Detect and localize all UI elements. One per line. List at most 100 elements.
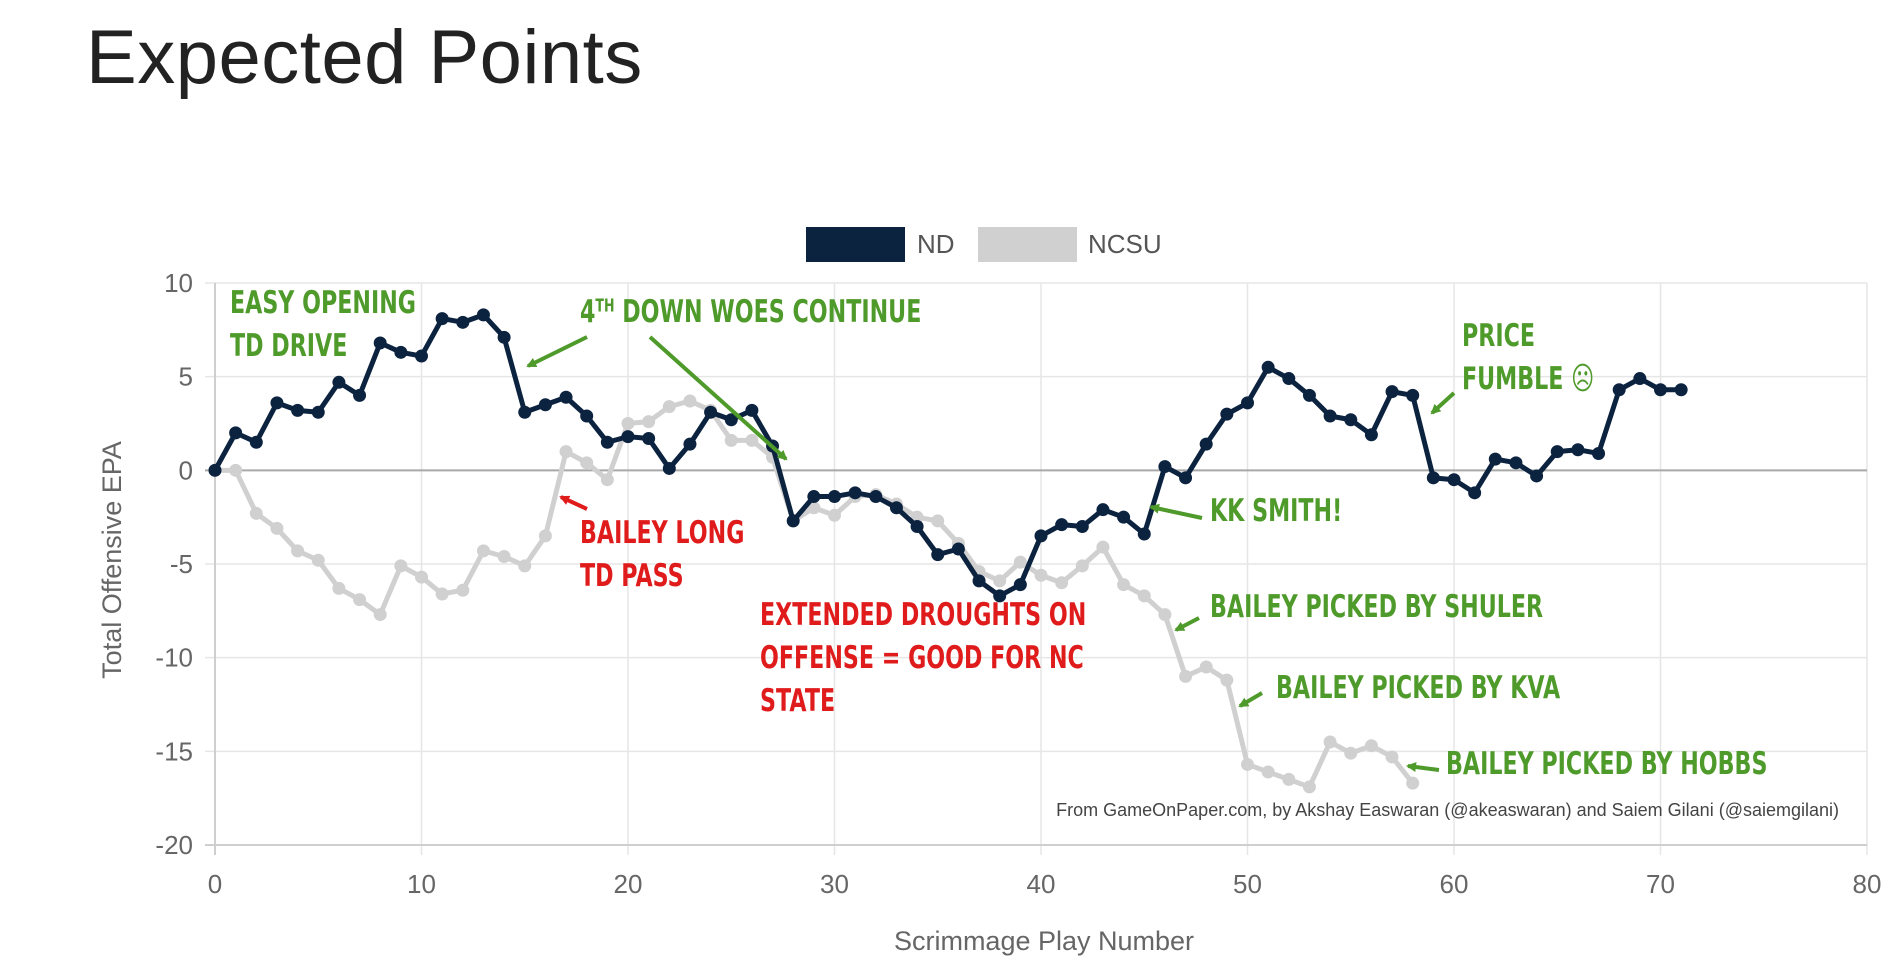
data-point-nd (704, 405, 718, 419)
page-title: Expected Points (86, 15, 643, 100)
data-point-nd (1013, 578, 1027, 592)
y-tick-label: -10 (155, 643, 193, 673)
data-point-ncsu (456, 583, 470, 597)
data-point-ncsu (1117, 578, 1131, 592)
data-point-nd (1674, 383, 1688, 397)
data-point-nd (910, 520, 924, 534)
data-point-nd (1468, 486, 1482, 500)
data-point-nd (642, 431, 656, 445)
data-point-ncsu (683, 394, 697, 408)
data-point-ncsu (291, 544, 305, 558)
data-point-ncsu (807, 501, 821, 515)
data-point-nd (518, 405, 532, 419)
data-point-nd (1509, 456, 1523, 470)
data-point-ncsu (332, 581, 346, 595)
data-point-nd (1137, 527, 1151, 541)
data-point-ncsu (353, 593, 367, 607)
x-axis-title: Scrimmage Play Number (894, 926, 1194, 956)
arrow-bailey-long-td (559, 495, 588, 511)
data-point-ncsu (1034, 568, 1048, 582)
data-point-nd (993, 589, 1007, 603)
annotation-picked-by-kva: BAILEY PICKED BY KVA (1276, 670, 1560, 706)
data-point-ncsu (415, 570, 428, 584)
data-point-ncsu (1323, 735, 1337, 749)
data-point-ncsu (1096, 540, 1110, 554)
y-tick-label: 10 (164, 268, 193, 298)
data-point-nd (724, 413, 738, 427)
data-point-ncsu (476, 544, 490, 558)
data-point-nd (476, 308, 490, 322)
arrow-4th-down-to-downs (648, 335, 788, 461)
data-point-ncsu (931, 514, 945, 528)
data-point-nd (373, 336, 387, 350)
data-point-nd (1612, 383, 1626, 397)
legend-label-nd: ND (917, 229, 955, 259)
data-point-nd (1571, 443, 1585, 457)
data-point-ncsu (621, 417, 635, 430)
x-tick-label: 80 (1853, 869, 1882, 899)
data-point-nd (1385, 385, 1399, 399)
annotation-4th-down-woes: 4TH DOWN WOES CONTINUE (580, 294, 921, 330)
legend-swatch-ncsu (978, 227, 1077, 262)
annotation-easy-opening-td-drive: EASY OPENING TD DRIVE (230, 285, 416, 364)
data-point-nd (1179, 471, 1193, 485)
data-point-nd (1261, 360, 1275, 374)
data-point-ncsu (538, 529, 552, 543)
data-point-nd (1096, 503, 1110, 517)
data-point-ncsu (270, 521, 284, 535)
data-point-nd (1220, 407, 1234, 421)
data-point-nd (600, 435, 614, 449)
data-point-nd (786, 514, 800, 528)
x-tick-label: 30 (820, 869, 849, 899)
data-point-ncsu (518, 559, 532, 573)
data-point-nd (332, 375, 346, 389)
x-tick-label: 0 (208, 869, 222, 899)
data-point-ncsu (724, 433, 738, 447)
data-point-nd (1034, 529, 1048, 543)
annotation-kk-smith: KK SMITH! (1210, 493, 1342, 529)
data-point-ncsu (497, 550, 511, 564)
arrow-kva (1238, 691, 1264, 708)
data-point-nd (1344, 413, 1358, 427)
x-tick-label: 20 (614, 869, 643, 899)
data-point-nd (889, 501, 903, 515)
data-point-nd (208, 463, 222, 477)
data-point-nd (249, 435, 263, 449)
arrow-4th-down-to-td-drive (526, 335, 588, 368)
data-point-ncsu (1013, 555, 1027, 569)
data-point-ncsu (1158, 608, 1172, 622)
data-point-nd (394, 345, 408, 359)
data-point-ncsu (642, 415, 656, 429)
data-point-nd (621, 430, 635, 444)
x-tick-label: 50 (1233, 869, 1262, 899)
data-point-nd (1447, 473, 1461, 487)
x-tick-label: 40 (1027, 869, 1056, 899)
y-tick-label: -5 (170, 549, 193, 579)
data-point-nd (435, 312, 449, 326)
data-point-nd (1406, 388, 1420, 402)
data-point-nd (1488, 452, 1502, 466)
data-point-nd (229, 426, 243, 440)
data-point-nd (456, 315, 470, 329)
data-point-nd (311, 405, 325, 419)
data-point-ncsu (559, 445, 573, 459)
arrow-price-fumble (1430, 391, 1456, 415)
data-point-nd (1592, 446, 1606, 460)
data-point-ncsu (229, 463, 243, 477)
arrow-kk-smith (1149, 503, 1203, 520)
annotation-bailey-long-td-pass: BAILEY LONG TD PASS (580, 515, 744, 594)
data-point-nd (559, 390, 573, 404)
y-tick-label: 0 (179, 455, 193, 485)
data-point-nd (580, 409, 594, 423)
data-point-ncsu (828, 508, 841, 522)
data-point-nd (1199, 437, 1213, 451)
data-point-ncsu (1179, 669, 1193, 683)
data-point-ncsu (249, 506, 263, 520)
data-point-ncsu (1261, 765, 1275, 779)
data-point-ncsu (1241, 757, 1254, 771)
data-point-nd (951, 542, 965, 556)
annotation-picked-by-hobbs: BAILEY PICKED BY HOBBS (1446, 746, 1767, 782)
data-point-ncsu (993, 574, 1007, 588)
data-point-ncsu (1220, 673, 1234, 687)
data-point-ncsu (1344, 746, 1358, 760)
